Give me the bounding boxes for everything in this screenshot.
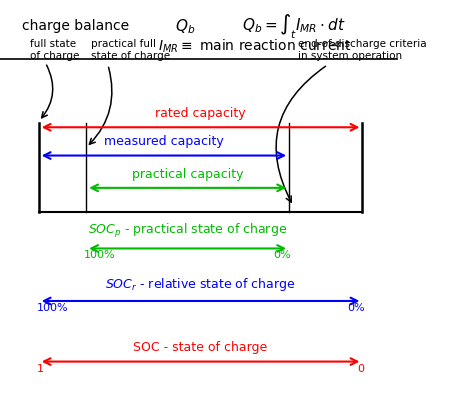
Text: SOC - state of charge: SOC - state of charge [134,341,268,354]
Text: charge balance: charge balance [22,19,129,33]
Text: 1: 1 [36,364,44,374]
Text: 100%: 100% [36,303,68,313]
Text: 100%: 100% [84,250,116,261]
Text: 0%: 0% [273,250,291,261]
Text: practical full
state of charge: practical full state of charge [91,39,170,61]
Text: practical capacity: practical capacity [132,168,243,181]
Text: full state
of charge: full state of charge [30,39,80,61]
Text: $Q_b = \int_t I_{MR} \cdot dt$: $Q_b = \int_t I_{MR} \cdot dt$ [242,12,345,40]
Text: $Q_b$: $Q_b$ [175,17,196,36]
Text: end-of-discharge criteria
in system operation: end-of-discharge criteria in system oper… [298,39,426,61]
Text: $I_{MR} \equiv$ main reaction current: $I_{MR} \equiv$ main reaction current [157,38,351,55]
Text: $SOC_p$ - practical state of charge: $SOC_p$ - practical state of charge [88,222,287,240]
Text: measured capacity: measured capacity [104,135,224,148]
Text: 0%: 0% [347,303,365,313]
Text: $SOC_r$ - relative state of charge: $SOC_r$ - relative state of charge [105,276,296,293]
Text: rated capacity: rated capacity [155,107,246,120]
Text: 0: 0 [357,364,365,374]
